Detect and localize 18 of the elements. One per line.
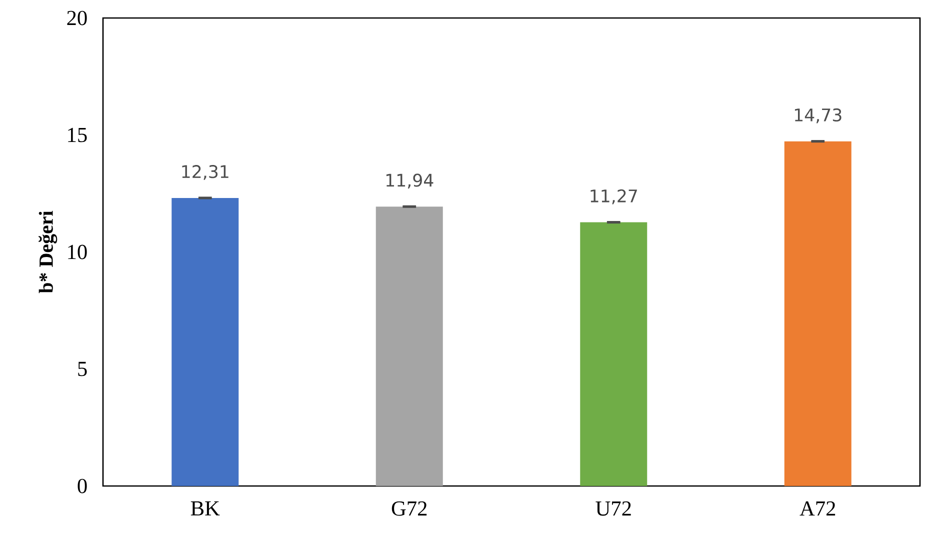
x-tick-label: U72 [596, 501, 631, 516]
y-tick-label: 20 [67, 10, 87, 26]
y-tick-label: 0 [78, 478, 87, 494]
y-tick-label: 15 [68, 128, 87, 142]
bar [580, 222, 648, 486]
x-tick-label: BK [190, 501, 220, 516]
bar [172, 198, 239, 486]
x-tick-label: A72 [800, 501, 836, 516]
x-tick-label: G72 [392, 501, 427, 516]
y-tick-label: 5 [78, 362, 87, 376]
bar [376, 206, 443, 486]
data-label: 11,94 [386, 174, 434, 189]
y-axis-title: b* Değeri [38, 210, 58, 294]
data-label: 11,27 [590, 189, 637, 204]
data-label: 12,31 [182, 165, 228, 180]
data-label: 14,73 [794, 108, 842, 124]
bar [784, 141, 852, 486]
y-tick-label: 10 [68, 244, 87, 260]
